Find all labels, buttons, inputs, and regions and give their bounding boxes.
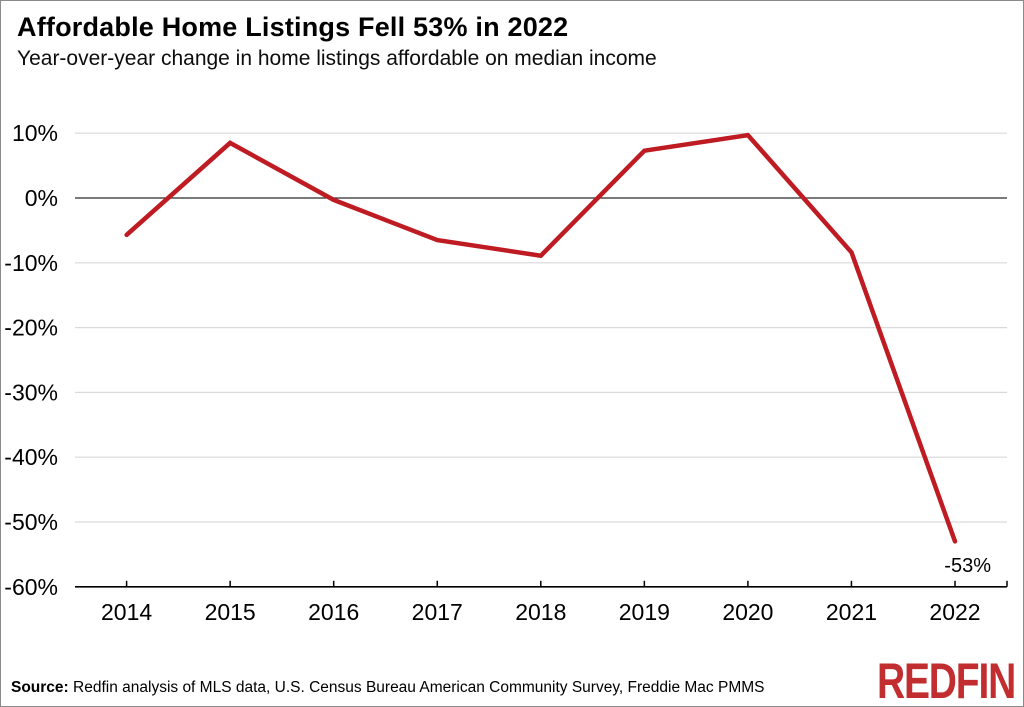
y-tick-label: -10% [4,250,58,276]
x-tick-label: 2018 [515,599,566,625]
x-tick-label: 2022 [929,599,980,625]
y-tick-label: -20% [4,315,58,341]
x-tick-label: 2014 [101,599,152,625]
x-tick-label: 2015 [205,599,256,625]
y-tick-label: -30% [4,379,58,405]
y-tick-label: 0% [25,185,58,211]
chart-subtitle: Year-over-year change in home listings a… [17,47,657,70]
y-tick-label: -60% [4,574,58,600]
data-line-series [124,132,958,544]
last-point-annotation: -53% [944,555,991,577]
x-tick-label: 2017 [412,599,463,625]
y-tick-label: -50% [4,509,58,535]
redfin-logo: REDFIN [876,653,1016,707]
source-text: Redfin analysis of MLS data, U.S. Census… [68,679,765,696]
x-tick-label: 2019 [619,599,670,625]
source-note: Source: Redfin analysis of MLS data, U.S… [11,679,765,697]
y-tick-label: -40% [4,444,58,470]
x-tick-label: 2020 [722,599,773,625]
chart-title: Affordable Home Listings Fell 53% in 202… [17,12,569,42]
source-label: Source: [11,679,69,696]
x-tick-label: 2016 [308,599,359,625]
y-tick-label: 10% [12,120,58,146]
x-tick-label: 2021 [826,599,877,625]
